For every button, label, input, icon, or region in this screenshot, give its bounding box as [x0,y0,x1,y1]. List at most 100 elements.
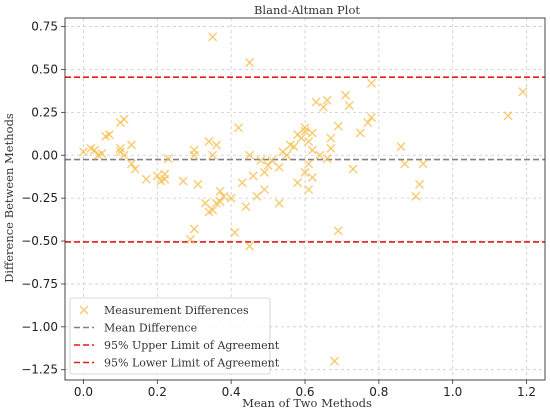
y-tick-label: 0.25 [31,105,58,119]
data-point [160,169,170,179]
y-tick-label: 0.00 [31,148,58,162]
data-point [518,87,528,97]
x-tick-label: 0.4 [222,385,241,399]
data-point [230,227,240,237]
data-point [322,154,332,164]
data-point [78,147,88,157]
data-point [307,128,317,138]
data-point [178,176,188,186]
x-tick-label: 0.0 [74,385,93,399]
data-point [256,155,266,165]
data-point [204,137,214,147]
y-tick-label: −0.75 [21,277,58,291]
x-tick-label: 0.2 [148,385,167,399]
legend-label: 95% Lower Limit of Agreement [104,357,280,370]
data-point [152,171,162,181]
scatter-points [78,32,528,366]
data-point [304,137,314,147]
legend: Measurement Differences Mean Difference 95… [69,297,280,375]
data-point [418,159,428,169]
x-tick-label: 1.0 [443,385,462,399]
data-point [318,102,328,112]
data-point [215,197,225,207]
data-point [344,101,354,110]
legend-marker-measurement [79,305,89,315]
data-point [322,95,332,105]
data-point [208,205,218,215]
data-point [326,133,336,143]
legend-label: Mean Difference [104,322,197,335]
data-point [104,130,114,140]
data-point [219,191,229,201]
data-point [189,224,199,234]
data-point [241,202,251,212]
data-point [304,185,314,195]
data-point [267,155,277,165]
data-point [326,143,336,153]
data-point [186,234,196,244]
data-point [363,118,373,128]
data-point [282,150,292,160]
data-point [189,150,199,160]
data-point [355,128,365,138]
data-point [130,164,140,174]
data-point [141,174,151,184]
axis-ticks: 0.0 0.2 0.4 0.6 0.8 1.0 1.2 0.75 0.50 0.25 0.00 −0.… [21,20,536,399]
data-point [333,226,343,236]
data-point [245,241,255,251]
data-point [289,142,299,152]
x-tick-label: 0.8 [369,385,388,399]
data-point [366,78,376,88]
data-point [245,150,255,160]
y-tick-label: −0.50 [21,234,58,248]
data-point [333,121,343,131]
data-point [248,171,258,181]
data-point [208,150,218,160]
data-point [311,97,321,107]
data-point [97,149,107,159]
data-point [315,150,325,160]
data-point [348,164,358,174]
data-point [226,193,236,203]
y-tick-label: −0.25 [21,191,58,205]
data-point [300,167,310,177]
data-point [293,178,303,188]
data-point [234,123,244,133]
y-axis-title: Difference Between Methods [2,113,16,283]
data-point [400,159,410,169]
data-point [296,133,306,143]
data-point [300,126,310,136]
data-point [200,198,210,208]
data-point [252,191,262,201]
data-point [263,161,273,171]
data-point [215,186,225,196]
data-point [503,111,513,121]
data-point [126,140,136,150]
legend-box [69,297,271,375]
y-tick-label: 0.50 [31,62,58,76]
data-point [259,167,269,177]
chart-title: Bland-Altman Plot [254,3,360,17]
data-point [245,58,255,68]
data-point [307,145,317,155]
y-tick-label: −1.00 [21,320,58,334]
data-point [211,140,221,150]
data-point [90,145,100,155]
legend-label: Measurement Differences [104,304,249,317]
data-point [396,142,406,152]
legend-label: 95% Upper Limit of Agreement [104,339,280,352]
data-point [274,198,284,208]
data-point [300,123,310,133]
x-axis-title: Mean of Two Methods [242,396,372,410]
data-point [341,90,351,100]
x-tick-label: 1.2 [517,385,536,399]
data-point [330,356,340,366]
data-point [193,179,203,189]
data-point [414,179,424,189]
data-point [163,154,173,164]
data-point [237,178,247,188]
data-point [115,143,125,153]
data-point [259,185,269,195]
data-point [208,32,218,42]
